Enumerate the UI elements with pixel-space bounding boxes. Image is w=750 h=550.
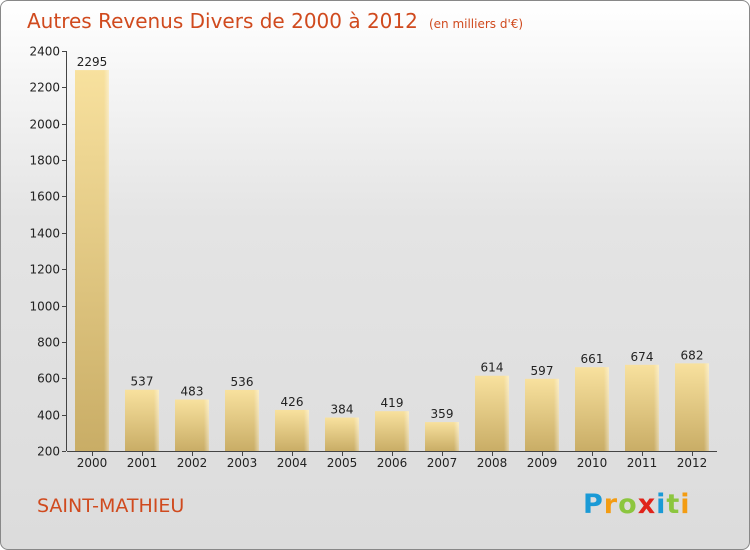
value-label-2000: 2295 [77, 55, 108, 69]
y-tick-label: 800 [37, 336, 60, 350]
value-label-2011: 674 [631, 350, 654, 364]
value-label-2012: 682 [681, 348, 704, 362]
value-label-2003: 536 [231, 375, 254, 389]
y-tick-label: 1600 [29, 190, 60, 204]
value-label-2010: 661 [581, 352, 604, 366]
x-tick-label-2011: 2011 [627, 456, 658, 470]
logo-letter: i [680, 489, 691, 520]
bars [75, 70, 709, 451]
x-tick-label-2012: 2012 [677, 456, 708, 470]
y-tick-label: 600 [37, 372, 60, 386]
bar-highlight-2009 [525, 378, 559, 451]
x-tick-label-2006: 2006 [377, 456, 408, 470]
bar-highlight-2001 [125, 389, 159, 451]
value-label-2004: 426 [281, 395, 304, 409]
logo-letter: P [583, 489, 604, 520]
value-label-2009: 597 [531, 364, 554, 378]
x-tick-label-2004: 2004 [277, 456, 308, 470]
bar-highlight-2002 [175, 399, 209, 451]
y-tick-label: 1200 [29, 263, 60, 277]
place-name: SAINT-MATHIEU [37, 495, 185, 517]
bar-highlight-2003 [225, 389, 259, 451]
x-tick-label-2005: 2005 [327, 456, 358, 470]
bar-highlight-2005 [325, 417, 359, 451]
axes: 200 400 600 800 1000 1200 1400 1600 1800 2000 2200… [29, 45, 717, 470]
value-label-2001: 537 [131, 375, 154, 389]
logo-letter: i [656, 489, 667, 520]
x-tick-label-2002: 2002 [177, 456, 208, 470]
chart-subtitle: (en milliers d'€) [428, 17, 524, 31]
x-tick-label-2003: 2003 [227, 456, 258, 470]
y-tick-label: 200 [37, 445, 60, 459]
x-tick-label-2007: 2007 [427, 456, 458, 470]
bar-highlight-2007 [425, 422, 459, 451]
chart-title: Autres Revenus Divers de 2000 à 2012 [27, 9, 418, 33]
bar-highlight-2011 [625, 364, 659, 451]
proxiti-logo: Proxiti [583, 489, 691, 520]
value-label-2008: 614 [481, 361, 504, 375]
y-tick-label: 1400 [29, 227, 60, 241]
value-label-2005: 384 [331, 403, 354, 417]
y-tick-label: 2000 [29, 118, 60, 132]
logo-letter: o [618, 489, 638, 520]
x-tick-label-2010: 2010 [577, 456, 608, 470]
y-tick-label: 1000 [29, 300, 60, 314]
y-tick-label: 2400 [29, 45, 60, 59]
x-tick-label-2008: 2008 [477, 456, 508, 470]
value-label-2006: 419 [381, 396, 404, 410]
logo-letter: t [666, 489, 681, 520]
x-tick-label-2001: 2001 [127, 456, 158, 470]
y-tick-label: 400 [37, 409, 60, 423]
x-tick-label-2000: 2000 [77, 456, 108, 470]
bar-highlight-2004 [275, 409, 309, 451]
value-label-2002: 483 [181, 385, 204, 399]
value-labels: 2295 537 483 536 426 384 419 359 614 597 661 674 682 [77, 55, 704, 421]
bar-highlight-2012 [675, 363, 709, 451]
logo-letter: x [637, 489, 657, 520]
logo-letter: r [603, 489, 619, 520]
title-row: Autres Revenus Divers de 2000 à 2012 (en… [27, 9, 523, 33]
bar-highlight-2006 [375, 411, 409, 451]
value-label-2007: 359 [431, 407, 454, 421]
bar-highlight-2010 [575, 367, 609, 451]
y-tick-label: 2200 [29, 81, 60, 95]
y-tick-label: 1800 [29, 154, 60, 168]
bar-highlight-2008 [475, 375, 509, 451]
x-tick-label-2009: 2009 [527, 456, 558, 470]
bar-highlight-2000 [75, 70, 109, 451]
